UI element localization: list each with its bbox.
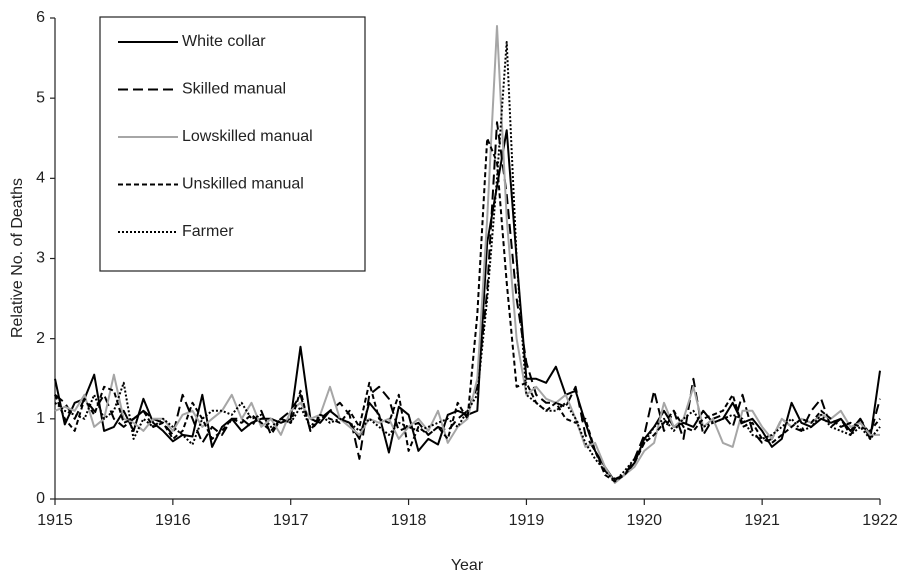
series-line [54,137,881,483]
legend-label: Farmer [182,223,234,240]
x-tick-label: 1920 [626,512,662,529]
legend-label: Skilled manual [182,81,286,98]
x-tick-label: 1918 [391,512,427,529]
x-tick-label: 1917 [273,512,309,529]
legend-label: Unskilled manual [182,176,304,193]
x-tick-label: 1915 [37,512,73,529]
x-tick-label: 1921 [744,512,780,529]
legend-box [99,16,366,272]
legend-label: Lowskilled manual [182,128,313,145]
y-tick-label: 0 [36,490,45,507]
y-tick-label: 4 [36,170,45,187]
series-line [54,41,881,483]
x-axis-title: Year [451,557,484,574]
x-tick-label: 1922 [862,512,898,529]
y-tick-label: 2 [36,330,45,347]
x-tick-label: 1919 [509,512,545,529]
y-tick-label: 5 [36,89,45,106]
legend-label: White collar [182,33,266,50]
y-axis-title: Relative No. of Deaths [9,178,26,338]
x-tick-label: 1916 [155,512,191,529]
y-tick-label: 6 [36,9,45,26]
y-tick-label: 3 [36,250,45,267]
series-line [54,121,881,480]
y-tick-label: 1 [36,410,45,427]
series-line [54,25,880,484]
